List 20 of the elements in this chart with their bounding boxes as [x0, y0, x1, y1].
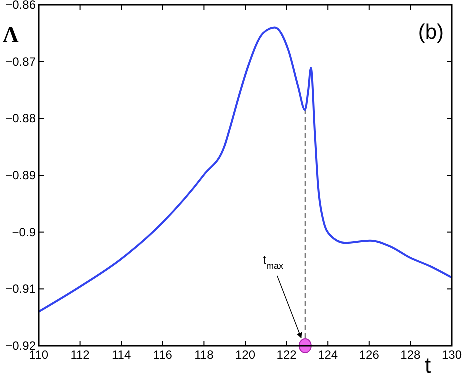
- annotation: (b): [418, 21, 444, 44]
- x-tick-label: 112: [70, 348, 90, 362]
- x-tick-label: 120: [235, 348, 256, 362]
- y-tick-label: −0.91: [6, 282, 36, 296]
- x-tick-label: 122: [276, 348, 298, 362]
- annotation: t$_{max}$: [263, 253, 284, 271]
- y-axis-title: Λ: [3, 22, 19, 47]
- y-tick-label: −0.88: [6, 112, 36, 126]
- x-tick-label: 130: [442, 348, 462, 362]
- y-tick-label: −0.89: [6, 168, 36, 182]
- x-tick-label: 114: [112, 348, 132, 362]
- x-axis-title: t: [424, 353, 432, 376]
- x-tick-label: 126: [359, 348, 380, 362]
- y-tick-label: −0.86: [6, 0, 36, 12]
- y-tick-label: −0.9: [12, 225, 36, 240]
- x-tick-label: 118: [194, 348, 214, 362]
- y-tick-label: −0.87: [6, 54, 36, 69]
- x-tick-label: 124: [318, 348, 338, 362]
- x-tick-label: 128: [400, 348, 422, 362]
- x-tick-label: 116: [153, 348, 173, 362]
